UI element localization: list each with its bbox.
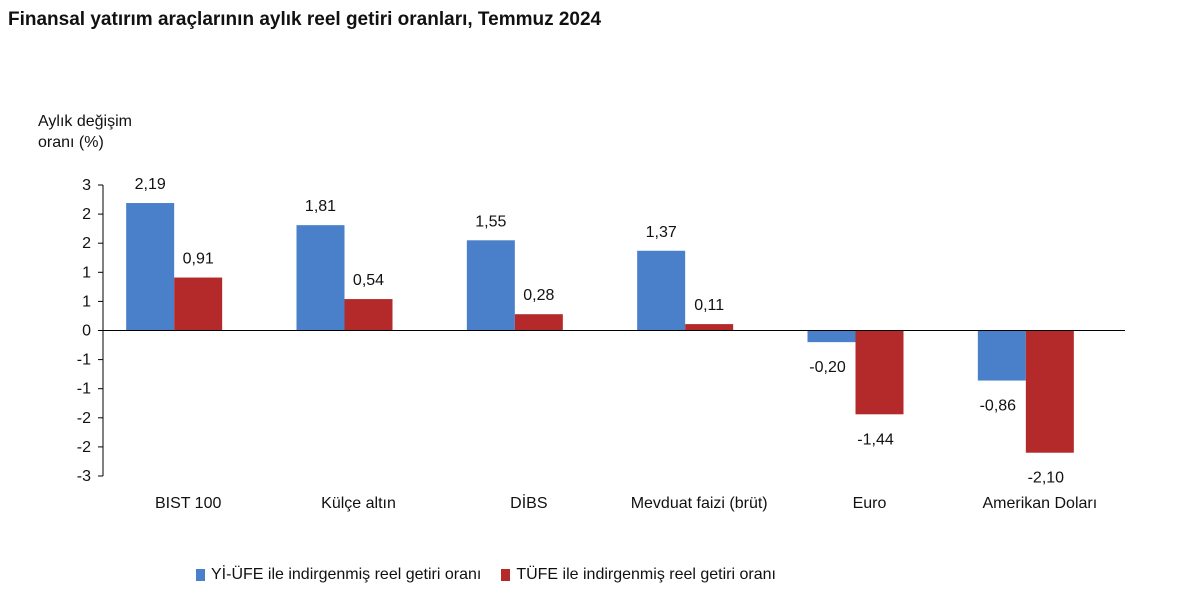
x-tick-label: BIST 100 [155, 495, 222, 512]
legend-swatch-tufe [501, 569, 511, 581]
bar-yi-ufe [296, 225, 345, 331]
data-label-tufe: 0,28 [523, 287, 554, 304]
data-label-yi-ufe: 2,19 [135, 176, 166, 193]
y-axis-label: Aylık değişim oranı (%) [38, 111, 132, 153]
y-axis-label-line-1: Aylık değişim [38, 113, 132, 130]
x-tick-label: Euro [853, 495, 887, 512]
x-tick-label: Külçe altın [321, 495, 396, 512]
y-tick-label: 0 [82, 323, 91, 340]
legend-label-tufe: TÜFE ile indirgenmiş reel getiri oranı [516, 566, 776, 583]
y-tick-label: -2 [77, 410, 91, 427]
data-label-yi-ufe: 1,37 [646, 224, 677, 241]
data-label-tufe: -2,10 [1028, 470, 1065, 487]
chart-title: Finansal yatırım araçlarının aylık reel … [8, 9, 602, 30]
y-tick-label: -3 [77, 468, 91, 485]
bar-tufe [855, 330, 904, 415]
data-label-yi-ufe: -0,86 [980, 398, 1017, 415]
data-label-tufe: 0,54 [353, 272, 384, 289]
y-tick-label: -1 [77, 352, 91, 369]
data-label-yi-ufe: -0,20 [809, 359, 846, 376]
x-tick-label: Mevduat faizi (brüt) [631, 495, 768, 512]
y-tick-label: 1 [82, 293, 91, 310]
bar-tufe [514, 314, 563, 331]
y-axis-label-line-2: oranı (%) [38, 134, 104, 151]
y-tick-label: -2 [77, 439, 91, 456]
bar-yi-ufe [977, 330, 1026, 381]
data-label-tufe: 0,91 [183, 251, 214, 268]
legend-swatch-yi-ufe [196, 569, 205, 581]
data-label-yi-ufe: 1,81 [305, 198, 336, 215]
bar-tufe [174, 277, 223, 331]
x-tick-label: DİBS [510, 493, 547, 512]
bar-yi-ufe [807, 330, 856, 343]
bar-yi-ufe [637, 250, 686, 331]
legend-item-tufe: TÜFE ile indirgenmiş reel getiri oranı [501, 566, 776, 584]
x-tick-label: Amerikan Doları [982, 495, 1097, 512]
y-tick-label: 2 [82, 235, 91, 252]
data-label-yi-ufe: 1,55 [475, 213, 506, 230]
y-tick-label: 2 [82, 206, 91, 223]
bar-yi-ufe [126, 203, 175, 331]
bar-yi-ufe [466, 240, 515, 331]
bar-tufe [1025, 330, 1074, 453]
bar-tufe [685, 324, 734, 331]
y-tick-label: 3 [82, 177, 91, 194]
bar-tufe [344, 299, 393, 331]
y-tick-label: 1 [82, 264, 91, 281]
legend-item-yi-ufe: Yİ-ÜFE ile indirgenmiş reel getiri oranı [196, 566, 481, 584]
legend: Yİ-ÜFE ile indirgenmiş reel getiri oranı… [196, 566, 796, 584]
y-tick-label: -1 [77, 381, 91, 398]
legend-label-yi-ufe: Yİ-ÜFE ile indirgenmiş reel getiri oranı [211, 566, 482, 583]
data-label-tufe: -1,44 [857, 431, 894, 448]
data-label-tufe: 0,11 [694, 297, 724, 314]
